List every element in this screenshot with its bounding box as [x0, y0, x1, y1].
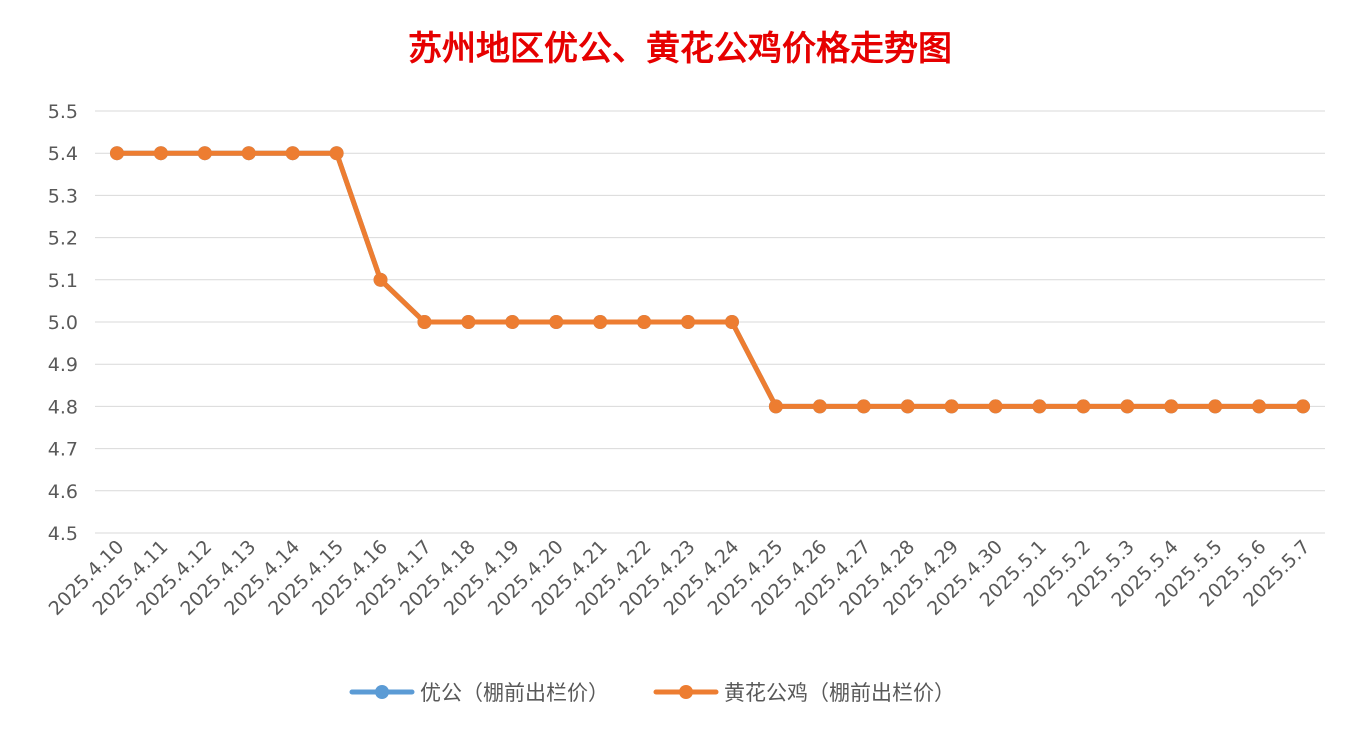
data-point	[944, 399, 959, 414]
legend-swatch-marker	[375, 685, 389, 699]
y-tick-label: 5.4	[48, 143, 78, 165]
y-tick-label: 4.7	[48, 439, 78, 461]
data-point	[812, 399, 827, 414]
legend-label: 黄花公鸡（棚前出栏价）	[724, 681, 955, 705]
chart-title: 苏州地区优公、黄花公鸡价格走势图	[408, 29, 952, 69]
legend: 优公（棚前出栏价） 黄花公鸡（棚前出栏价）	[349, 681, 955, 705]
y-tick-label: 4.5	[48, 523, 78, 545]
data-point	[1032, 399, 1047, 414]
y-tick-label: 4.8	[48, 396, 78, 418]
series-line	[114, 150, 1306, 409]
y-tick-label: 5.3	[48, 185, 78, 207]
legend-label: 优公（棚前出栏价）	[420, 681, 609, 705]
y-tick-label: 4.6	[48, 481, 78, 503]
data-point	[1164, 399, 1179, 414]
data-point	[285, 146, 300, 161]
legend-entry: 黄花公鸡（棚前出栏价）	[653, 681, 955, 705]
data-point	[153, 146, 168, 161]
legend-swatch-marker	[679, 685, 693, 699]
y-tick-label: 5.0	[48, 312, 78, 334]
data-point	[329, 146, 344, 161]
y-tick-label: 4.9	[48, 354, 78, 376]
data-point	[505, 315, 520, 329]
series-layer	[109, 146, 1311, 414]
data-point	[637, 315, 652, 329]
gridlines	[95, 110, 1325, 534]
data-point	[197, 146, 212, 161]
data-point	[768, 399, 783, 414]
data-point	[373, 272, 388, 287]
data-point	[109, 146, 124, 161]
series-2	[109, 146, 1311, 414]
data-point	[241, 146, 256, 161]
data-point	[1252, 399, 1267, 414]
data-point	[417, 315, 432, 329]
data-point	[681, 315, 696, 329]
data-point	[1076, 399, 1091, 414]
data-point	[988, 399, 1003, 414]
data-point	[856, 399, 871, 414]
y-tick-label: 5.1	[48, 270, 78, 292]
legend-entry: 优公（棚前出栏价）	[349, 681, 609, 705]
data-point	[549, 315, 564, 329]
data-point	[900, 399, 915, 414]
y-tick-label: 5.2	[48, 228, 78, 250]
y-tick-label: 5.5	[48, 101, 78, 123]
data-point	[593, 315, 608, 329]
data-point	[724, 315, 739, 329]
data-point	[1208, 399, 1223, 414]
data-point	[1120, 399, 1135, 414]
data-point	[461, 315, 476, 329]
y-axis-ticks: 5.5 5.4 5.3 5.2 5.1 5.0 4.9 4.8 4.7 4.6 4.5	[48, 101, 78, 545]
data-point	[1296, 399, 1311, 414]
